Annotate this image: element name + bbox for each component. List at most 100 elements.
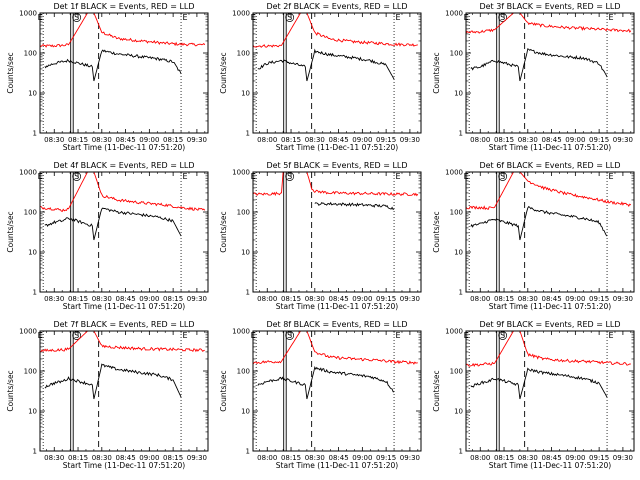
x-axis-label: Start Time (11-Dec-11 07:51:20) [489, 302, 611, 311]
x-tick-label: 08:45 [115, 136, 135, 144]
x-tick-label: 09:30 [613, 136, 633, 144]
y-tick-label: 10 [241, 90, 250, 98]
x-tick-label: 08:30 [518, 295, 538, 303]
marker-label: S [287, 172, 292, 181]
x-tick-label: 08:15 [281, 295, 301, 303]
plot-frame [252, 330, 422, 452]
x-axis-label: Start Time (11-Dec-11 07:51:20) [276, 461, 398, 470]
plot-frame [252, 12, 422, 134]
panel-6: Det 6f BLACK = Events, RED = LLD 1 10 100 10… [432, 161, 635, 311]
plot-frame [39, 12, 209, 134]
panel-title: Det 9f BLACK = Events, RED = LLD [479, 320, 620, 329]
x-axis-label: Start Time (11-Dec-11 07:51:20) [276, 143, 398, 152]
panel-title: Det 8f BLACK = Events, RED = LLD [266, 320, 407, 329]
y-tick-label: 1000 [445, 328, 463, 336]
x-tick-label: 08:15 [494, 136, 514, 144]
y-axis-label: Counts/sec [6, 211, 15, 252]
series-line-black [470, 367, 608, 400]
panel-title: Det 2f BLACK = Events, RED = LLD [266, 2, 407, 11]
y-axis-label: Counts/sec [219, 211, 228, 252]
x-tick-label: 08:15 [494, 295, 514, 303]
plot-frame [465, 171, 635, 293]
x-tick-label: 09:00 [139, 295, 159, 303]
y-tick-label: 10 [28, 408, 37, 416]
y-tick-label: 10 [454, 249, 463, 257]
x-tick-label: 08:30 [92, 295, 112, 303]
x-tick-label: 09:00 [352, 295, 372, 303]
x-tick-label: 08:30 [44, 454, 64, 462]
y-tick-label: 10 [28, 249, 37, 257]
x-tick-label: 09:00 [565, 295, 585, 303]
marker-label: E [609, 172, 614, 181]
x-tick-label: 08:30 [44, 295, 64, 303]
x-tick-label: 08:00 [257, 136, 277, 144]
y-tick-label: 1000 [19, 169, 37, 177]
x-tick-label: 08:00 [257, 295, 277, 303]
series-line-black [470, 48, 608, 82]
y-axis-label: Counts/sec [6, 52, 15, 93]
y-tick-label: 100 [24, 50, 37, 58]
panel-9: Det 9f BLACK = Events, RED = LLD 1 10 100 10… [432, 320, 635, 470]
panel-4: Det 4f BLACK = Events, RED = LLD 1 10 100 10… [6, 161, 209, 311]
series-line-red [40, 172, 206, 213]
x-tick-label: 09:15 [589, 454, 609, 462]
y-tick-label: 100 [237, 50, 250, 58]
panel-title: Det 7f BLACK = Events, RED = LLD [53, 320, 194, 329]
y-tick-label: 1 [33, 448, 37, 456]
x-tick-label: 09:15 [589, 295, 609, 303]
y-tick-label: 1 [246, 448, 250, 456]
marker-label: E [396, 172, 401, 181]
panel-title: Det 1f BLACK = Events, RED = LLD [53, 2, 194, 11]
y-tick-label: 1 [459, 289, 463, 297]
panel-5: Det 5f BLACK = Events, RED = LLD 1 10 100 10… [219, 161, 422, 311]
marker-label: E [183, 331, 188, 340]
series-line-black [470, 205, 608, 241]
x-axis-label: Start Time (11-Dec-11 07:51:20) [489, 143, 611, 152]
panel-7: Det 7f BLACK = Events, RED = LLD 1 10 100 10… [6, 320, 209, 470]
marker-label: E [396, 331, 401, 340]
panel-8: Det 8f BLACK = Events, RED = LLD 1 10 100 10… [219, 320, 422, 470]
series-line-black [44, 363, 182, 400]
x-tick-label: 09:15 [376, 295, 396, 303]
marker-label: S [500, 13, 505, 22]
x-tick-label: 08:30 [518, 136, 538, 144]
x-tick-label: 08:15 [163, 136, 183, 144]
y-tick-label: 1000 [232, 328, 250, 336]
marker-label: S [74, 331, 79, 340]
marker-label: E [609, 13, 614, 22]
series-line-red [253, 172, 419, 197]
x-tick-label: 08:30 [44, 136, 64, 144]
panel-title: Det 3f BLACK = Events, RED = LLD [479, 2, 620, 11]
x-tick-label: 08:15 [68, 295, 88, 303]
plot-frame [465, 330, 635, 452]
x-tick-label: 09:30 [187, 295, 207, 303]
x-tick-label: 09:30 [187, 136, 207, 144]
series-line-red [466, 13, 632, 34]
marker-label: S [287, 331, 292, 340]
x-tick-label: 09:00 [352, 454, 372, 462]
x-tick-label: 08:15 [281, 136, 301, 144]
y-tick-label: 100 [450, 209, 463, 217]
x-tick-label: 08:30 [305, 454, 325, 462]
y-tick-label: 10 [28, 90, 37, 98]
x-tick-label: 08:30 [92, 454, 112, 462]
x-tick-label: 08:15 [494, 454, 514, 462]
x-axis-label: Start Time (11-Dec-11 07:51:20) [63, 302, 185, 311]
x-tick-label: 09:15 [589, 136, 609, 144]
y-tick-label: 1000 [445, 10, 463, 18]
y-tick-label: 1 [459, 130, 463, 138]
x-tick-label: 08:30 [92, 136, 112, 144]
y-tick-label: 100 [450, 50, 463, 58]
series-line-black [44, 207, 182, 241]
marker-label: S [500, 331, 505, 340]
marker-label: E [183, 172, 188, 181]
series-line-black [314, 201, 395, 211]
x-tick-label: 09:30 [613, 454, 633, 462]
x-tick-label: 08:00 [470, 136, 490, 144]
y-tick-label: 1 [33, 289, 37, 297]
x-tick-label: 08:15 [68, 136, 88, 144]
x-tick-label: 09:00 [565, 136, 585, 144]
series-line-red [466, 331, 631, 368]
x-tick-label: 08:00 [470, 295, 490, 303]
panel-2: Det 2f BLACK = Events, RED = LLD 1 10 100 10… [219, 2, 422, 152]
